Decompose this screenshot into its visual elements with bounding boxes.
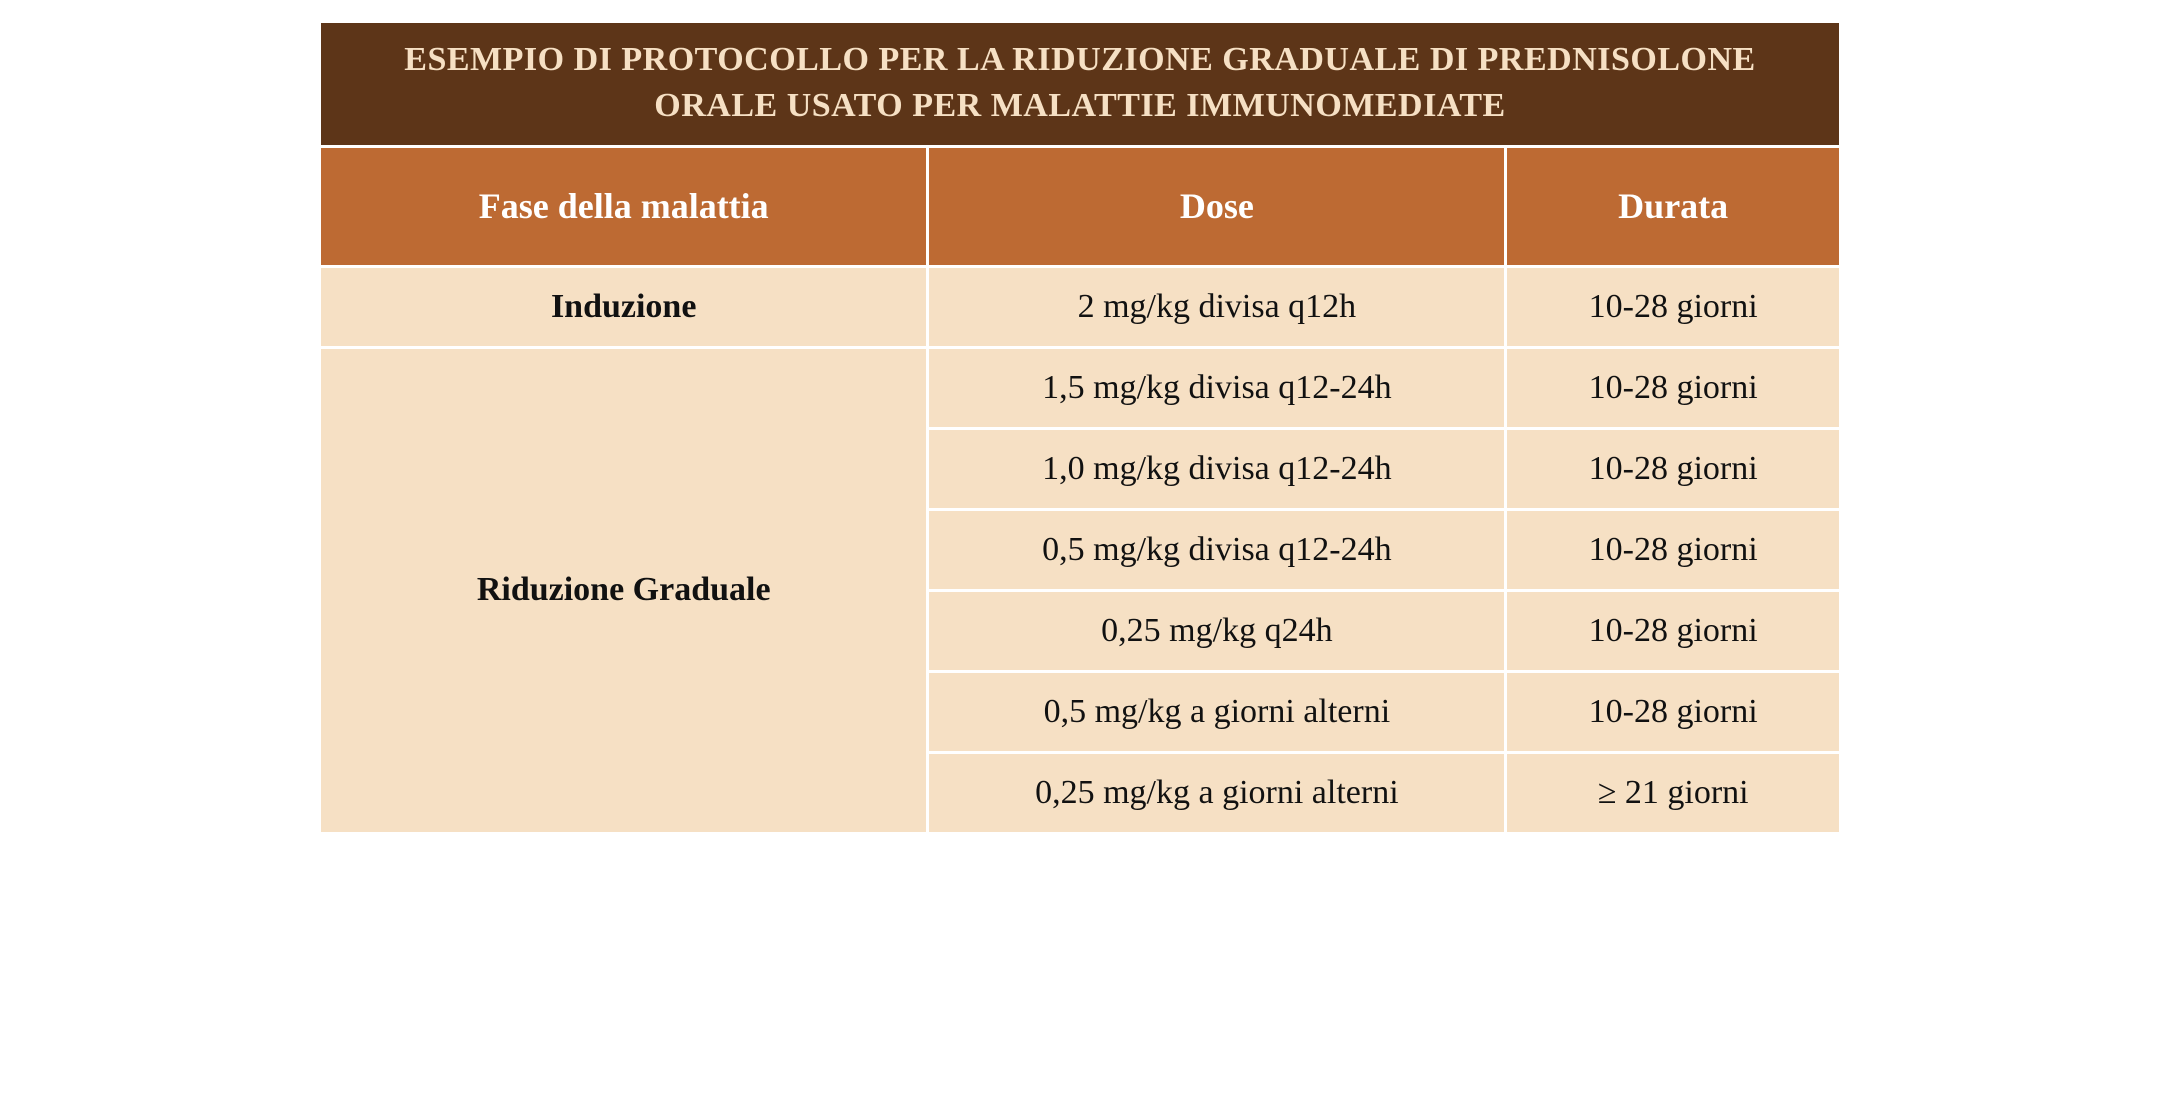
header-row: Fase della malattia Dose Durata (320, 146, 1841, 266)
table-row: Induzione 2 mg/kg divisa q12h 10-28 gior… (320, 266, 1841, 347)
cell-dose: 0,25 mg/kg a giorni alterni (928, 752, 1506, 833)
phase-induction: Induzione (320, 266, 928, 347)
col-header-duration: Durata (1506, 146, 1841, 266)
cell-dose: 1,5 mg/kg divisa q12-24h (928, 347, 1506, 428)
phase-reduction: Riduzione Graduale (320, 347, 928, 833)
table-title: ESEMPIO DI PROTOCOLLO PER LA RIDUZIONE G… (320, 22, 1841, 147)
cell-dose: 2 mg/kg divisa q12h (928, 266, 1506, 347)
cell-duration: 10-28 giorni (1506, 428, 1841, 509)
cell-duration: 10-28 giorni (1506, 671, 1841, 752)
title-row: ESEMPIO DI PROTOCOLLO PER LA RIDUZIONE G… (320, 22, 1841, 147)
cell-dose: 0,5 mg/kg a giorni alterni (928, 671, 1506, 752)
cell-duration: 10-28 giorni (1506, 590, 1841, 671)
table-row: Riduzione Graduale 1,5 mg/kg divisa q12-… (320, 347, 1841, 428)
col-header-phase: Fase della malattia (320, 146, 928, 266)
protocol-table: ESEMPIO DI PROTOCOLLO PER LA RIDUZIONE G… (318, 20, 1842, 835)
cell-duration: 10-28 giorni (1506, 347, 1841, 428)
cell-dose: 0,5 mg/kg divisa q12-24h (928, 509, 1506, 590)
col-header-dose: Dose (928, 146, 1506, 266)
cell-duration: ≥ 21 giorni (1506, 752, 1841, 833)
cell-duration: 10-28 giorni (1506, 266, 1841, 347)
cell-dose: 0,25 mg/kg q24h (928, 590, 1506, 671)
cell-duration: 10-28 giorni (1506, 509, 1841, 590)
cell-dose: 1,0 mg/kg divisa q12-24h (928, 428, 1506, 509)
